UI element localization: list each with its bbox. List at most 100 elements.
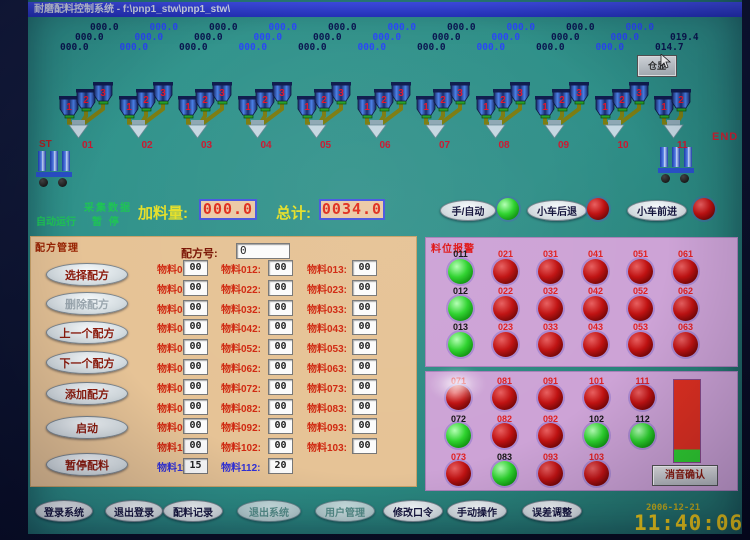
material-value-field[interactable]: 00 bbox=[352, 299, 377, 316]
change-password-button[interactable]: 修改口令 bbox=[383, 500, 443, 522]
hopper-group-label: 01 bbox=[82, 140, 94, 151]
select-recipe-button[interactable]: 选择配方 bbox=[46, 263, 128, 286]
level-lamp-062 bbox=[673, 295, 698, 321]
material-value-field[interactable]: 00 bbox=[352, 438, 377, 455]
material-value-field[interactable]: 00 bbox=[352, 339, 377, 356]
level-lamp-101 bbox=[584, 385, 609, 410]
material-label: 物料012: bbox=[221, 265, 262, 276]
feed-amount-label: 加料量: bbox=[138, 205, 188, 222]
material-label: 物料101: bbox=[157, 443, 198, 455]
lamp-label-082: 082 bbox=[496, 414, 513, 424]
material-value-field[interactable]: 00 bbox=[268, 339, 293, 356]
material-label: 物料033: bbox=[307, 304, 348, 316]
material-value-field[interactable]: 00 bbox=[183, 438, 208, 455]
material-value-field[interactable]: 00 bbox=[183, 378, 208, 395]
material-value-field[interactable]: 00 bbox=[183, 319, 208, 336]
recipe-panel: 配方管理 选择配方 删除配方 上一个配方 下一个配方 添加配方 启动 暂停配料 配方号: 0… bbox=[30, 236, 417, 487]
svg-text:2: 2 bbox=[559, 95, 565, 106]
cart-bar bbox=[660, 147, 668, 167]
lamp-label-112: 112 bbox=[635, 414, 650, 424]
material-label: 物料053: bbox=[307, 344, 348, 356]
material-value-field[interactable]: 00 bbox=[183, 359, 208, 375]
cart-forward-button[interactable]: 小车前进 bbox=[627, 200, 687, 221]
material-value-field[interactable]: 00 bbox=[268, 279, 293, 296]
hopper-weight-value: 000.0 bbox=[209, 22, 238, 33]
level-lamp-103 bbox=[584, 461, 609, 486]
batch-record-button[interactable]: 配料记录 bbox=[163, 500, 223, 522]
material-value-field[interactable]: 00 bbox=[268, 418, 293, 435]
hopper-weight-value: 000.0 bbox=[491, 32, 521, 43]
user-management-button[interactable]: 用户管理 bbox=[315, 500, 375, 522]
material-value-field[interactable]: 00 bbox=[268, 359, 293, 375]
feed-amount-value: 000.0 bbox=[199, 199, 257, 220]
material-value-field[interactable]: 00 bbox=[268, 438, 293, 455]
pause-feeding-button[interactable]: 暂停配料 bbox=[46, 453, 128, 476]
error-adjust-button[interactable]: 误差调整 bbox=[522, 500, 582, 522]
material-value-field[interactable]: 00 bbox=[352, 378, 377, 395]
next-recipe-button[interactable]: 下一个配方 bbox=[46, 351, 128, 374]
lamp-label-072: 072 bbox=[450, 414, 467, 424]
material-label: 物料051: bbox=[157, 344, 198, 356]
delete-recipe-button[interactable]: 删除配方 bbox=[46, 292, 128, 315]
level-lamp-061 bbox=[673, 259, 698, 284]
hopper-group-label: 06 bbox=[379, 140, 391, 151]
lamp-label-111: 111 bbox=[635, 376, 650, 386]
level-lamp-111 bbox=[630, 385, 655, 410]
manual-operation-button[interactable]: 手动操作 bbox=[447, 500, 507, 522]
material-label: 物料103: bbox=[307, 443, 348, 455]
material-value-field[interactable]: 00 bbox=[183, 339, 208, 356]
material-value-field[interactable]: 00 bbox=[352, 319, 377, 336]
logout-button[interactable]: 退出登录 bbox=[105, 500, 163, 522]
level-lamp-052 bbox=[628, 295, 653, 321]
bin-display-button[interactable]: 仓显 bbox=[637, 54, 677, 77]
material-value-field[interactable]: 00 bbox=[268, 319, 293, 336]
material-value-field[interactable]: 00 bbox=[183, 260, 208, 276]
lamp-label-093: 093 bbox=[542, 452, 559, 462]
manual-auto-button[interactable]: 手/自动 bbox=[440, 200, 496, 221]
recipe-number-field[interactable]: 0 bbox=[236, 243, 290, 259]
hopper-group-label: 11 bbox=[677, 140, 688, 151]
level-lamp-012 bbox=[448, 295, 473, 321]
hopper-weight-value: 000.0 bbox=[432, 32, 461, 43]
material-value-field[interactable]: 00 bbox=[352, 359, 377, 375]
hopper-weight-value: 000.0 bbox=[268, 22, 298, 33]
material-value-field[interactable]: 00 bbox=[183, 418, 208, 435]
prev-recipe-button[interactable]: 上一个配方 bbox=[46, 321, 128, 344]
exit-system-button[interactable]: 退出系统 bbox=[237, 500, 301, 522]
recipe-panel-title: 配方管理 bbox=[35, 243, 79, 254]
material-label: 物料062: bbox=[221, 364, 262, 375]
material-value-field[interactable]: 00 bbox=[352, 418, 377, 435]
material-label: 物料021: bbox=[157, 284, 198, 296]
material-value-field[interactable]: 00 bbox=[268, 398, 293, 415]
material-value-field[interactable]: 00 bbox=[268, 260, 293, 276]
login-system-button[interactable]: 登录系统 bbox=[35, 500, 93, 522]
material-value-field[interactable]: 00 bbox=[352, 279, 377, 296]
material-value-field[interactable]: 00 bbox=[268, 378, 293, 395]
lamp-label-031: 031 bbox=[542, 249, 559, 259]
hopper-group-10: 000.0 000.0 000.0 1 2 3 10 bbox=[594, 16, 654, 162]
material-value-field[interactable]: 00 bbox=[183, 398, 208, 415]
material-value-field[interactable]: 00 bbox=[352, 398, 377, 415]
material-value-field[interactable]: 20 bbox=[268, 458, 293, 474]
material-value-field[interactable]: 15 bbox=[183, 458, 208, 474]
hopper-group-09: 000.0 000.0 000.0 1 2 3 09 bbox=[534, 16, 595, 162]
svg-text:1: 1 bbox=[304, 102, 310, 113]
material-value-field[interactable]: 00 bbox=[183, 279, 208, 296]
level-lamp-093 bbox=[538, 461, 563, 486]
material-value-field[interactable]: 00 bbox=[268, 299, 293, 316]
level-lamp-042 bbox=[583, 295, 608, 321]
svg-text:2: 2 bbox=[381, 95, 387, 106]
level-alarm-title: 料位报警 bbox=[431, 244, 475, 255]
material-label: 物料063: bbox=[307, 364, 348, 375]
material-value-field[interactable]: 00 bbox=[352, 260, 377, 276]
level-lamp-092 bbox=[538, 423, 563, 448]
start-button[interactable]: 启动 bbox=[46, 416, 128, 439]
auto-run-label: 自动运行 bbox=[36, 217, 76, 228]
hopper-weight-value: 000.0 bbox=[372, 32, 402, 43]
material-label: 物料073: bbox=[307, 383, 348, 395]
level-lamp-063 bbox=[673, 332, 698, 357]
cart-backward-button[interactable]: 小车后退 bbox=[527, 200, 587, 221]
material-value-field[interactable]: 00 bbox=[183, 299, 208, 316]
add-recipe-button[interactable]: 添加配方 bbox=[46, 382, 128, 405]
mute-confirm-button[interactable]: 消音确认 bbox=[652, 465, 718, 486]
